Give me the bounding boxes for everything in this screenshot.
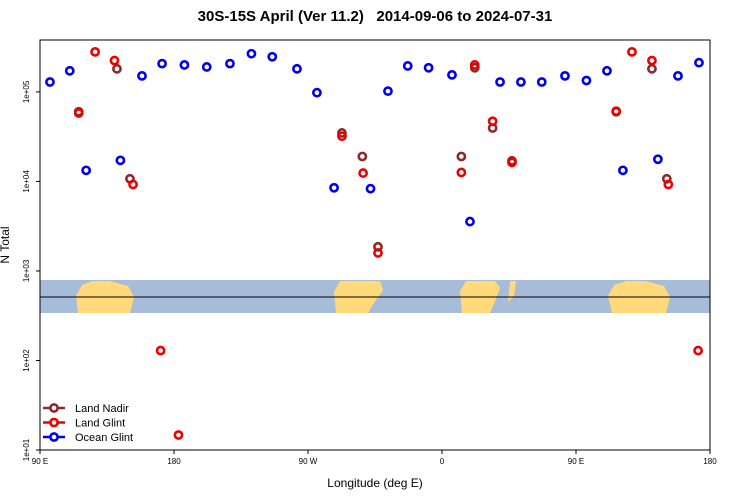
chart-title: 30S-15S April (Ver 11.2) 2014-09-06 to 2… <box>198 8 553 25</box>
point <box>647 55 657 66</box>
y-tick-label: 1e+03 <box>22 259 31 282</box>
point <box>155 345 166 356</box>
point <box>201 62 212 72</box>
point <box>115 155 126 166</box>
point <box>383 86 393 97</box>
point <box>137 70 147 81</box>
point <box>292 63 302 74</box>
map-strip <box>40 280 710 313</box>
x-tick-label: 0 <box>440 457 445 466</box>
point <box>693 345 703 356</box>
point <box>663 179 674 190</box>
x-axis-label: Longitude (deg E) <box>327 476 422 490</box>
point <box>673 70 683 81</box>
point <box>627 46 637 57</box>
legend-label: Land Nadir <box>75 403 129 415</box>
point <box>337 131 347 142</box>
point <box>423 62 434 73</box>
point <box>179 60 190 70</box>
point <box>173 430 184 440</box>
point <box>647 63 657 74</box>
point <box>45 77 55 87</box>
legend-marker <box>49 432 59 442</box>
point <box>469 60 480 70</box>
point <box>495 77 505 87</box>
legend: Land Nadir Land Glint Ocean Glint <box>43 403 133 444</box>
x-tick-label: 180 <box>167 457 181 466</box>
point <box>618 165 628 176</box>
point <box>246 48 257 59</box>
point <box>225 58 235 69</box>
point <box>357 151 368 162</box>
point <box>157 58 167 69</box>
point <box>112 63 122 74</box>
point <box>611 106 622 117</box>
x-tick-label: 90 W <box>299 457 318 466</box>
y-tick-label: 1e+02 <box>22 349 31 372</box>
point <box>90 46 100 57</box>
point <box>507 157 517 168</box>
point <box>64 65 75 76</box>
legend-label: Land Glint <box>75 418 125 430</box>
point <box>312 87 322 98</box>
point <box>465 216 475 227</box>
point <box>81 165 92 176</box>
point <box>373 248 383 258</box>
point <box>694 57 704 68</box>
y-tick-label: 1e+05 <box>22 80 31 103</box>
y-tick-label: 1e+04 <box>22 170 31 193</box>
point <box>536 77 547 87</box>
point <box>652 154 663 165</box>
point <box>456 151 467 162</box>
point <box>109 55 120 66</box>
x-tick-label: 90 E <box>568 457 584 466</box>
point <box>456 167 467 178</box>
point <box>329 182 339 193</box>
point <box>487 116 498 127</box>
point <box>267 51 278 62</box>
point <box>516 77 526 87</box>
point <box>602 65 612 76</box>
x-tick-label: 90 E <box>32 457 48 466</box>
point <box>402 61 413 71</box>
legend-label: Ocean Glint <box>75 432 133 444</box>
plot-frame <box>39 39 711 451</box>
legend-marker <box>49 403 59 413</box>
y-axis-label: N Total <box>0 226 12 263</box>
point <box>365 183 376 194</box>
point <box>560 70 570 81</box>
point <box>128 179 138 190</box>
point <box>73 108 84 118</box>
point <box>581 75 592 86</box>
legend-marker <box>49 417 59 428</box>
point <box>447 69 457 80</box>
y-tick-label: 1e+01 <box>22 438 31 461</box>
x-tick-label: 180 <box>703 457 717 466</box>
point <box>358 168 368 178</box>
